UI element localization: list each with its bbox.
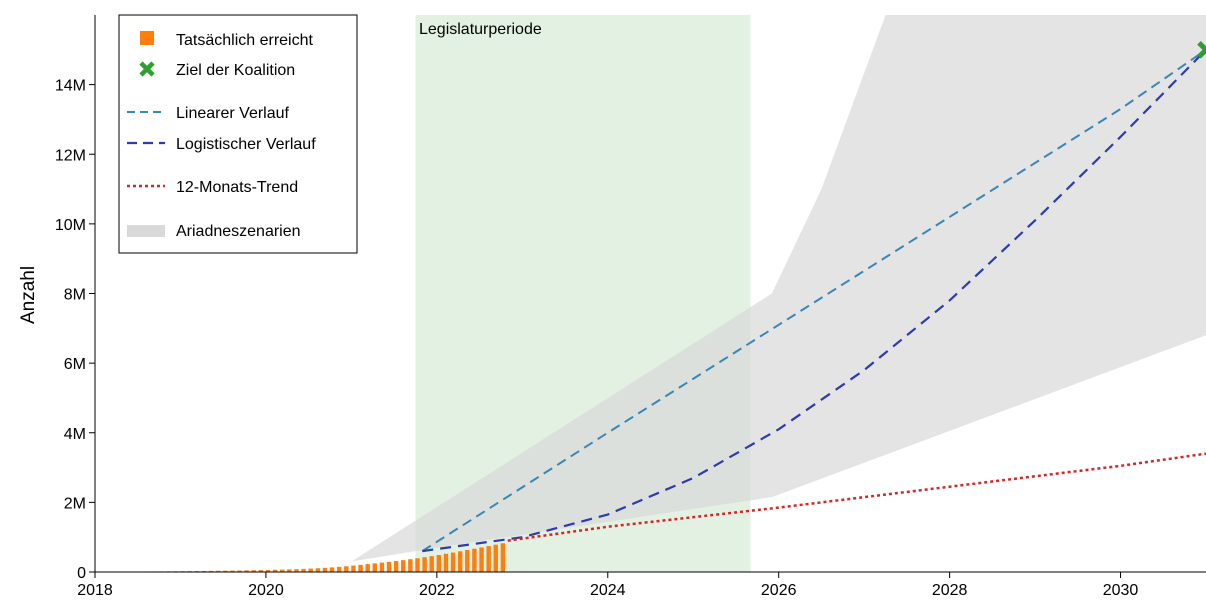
bar [358,564,363,572]
bar [486,546,491,572]
x-tick-label: 2020 [248,582,284,599]
bar [436,554,442,572]
target-marker-stroke [1197,41,1206,54]
y-tick-label: 4M [64,426,86,443]
x-tick-label: 2026 [761,582,797,599]
scenario-band-group [351,15,1206,562]
bar [201,570,207,572]
legend-x-stroke [139,61,155,77]
legend-label-trend: 12-Monats-Trend [176,179,298,196]
bar [237,570,242,572]
bar [329,567,335,572]
x-tick-label: 2028 [932,582,968,599]
bar [479,547,484,572]
bar [244,570,249,572]
bar [287,569,292,572]
y-tick-label: 0 [77,565,86,582]
projection-lines-group [421,48,1206,553]
bar [443,553,449,572]
bar [215,570,221,572]
legend-label-linear: Linearer Verlauf [176,105,290,122]
legend-item-scenarios: Ariadneszenarien [127,223,301,240]
bar [422,557,427,572]
bar [372,563,377,572]
bar [351,565,356,572]
legend-square-icon [140,31,154,45]
bar [365,564,370,572]
y-tick-label: 12M [55,147,86,164]
bar [457,551,463,572]
scenario-band [351,15,1206,562]
bar [393,561,399,572]
bar [379,562,385,572]
y-axis-title: Anzahl [18,266,39,324]
legend-label-actual: Tatsächlich erreicht [176,32,314,49]
logistic-line [422,49,1206,553]
bar [230,570,235,572]
y-tick-label: 10M [55,217,86,234]
legend-item-trend: 12-Monats-Trend [127,179,298,196]
actual-bars-group [95,543,506,572]
legend-item-actual: Tatsächlich erreicht [140,31,314,49]
y-tick-label: 8M [64,287,86,304]
legend-band-icon [127,225,165,237]
target-marker-group [1197,41,1206,59]
x-tick-label: 2030 [1103,582,1139,599]
bar [386,561,392,572]
legend-item-logistic: Logistischer Verlauf [127,136,316,153]
bar [315,568,321,572]
bar [465,550,470,572]
linear-line [421,48,1206,552]
x-tick-label: 2018 [77,582,113,599]
bar [401,560,406,572]
legend-frame [118,14,358,254]
bar [322,567,328,572]
bar [344,566,349,572]
target-marker-stroke [1197,46,1206,59]
axes-group: 0 2M 4M 6M 8M 10M 12M 14M 2018 2020 2022 2024 2026 20… [55,15,1206,599]
bar [429,556,434,572]
bar [258,570,264,572]
x-tick-label: 2024 [590,582,626,599]
bar [265,569,271,572]
bar [472,548,477,572]
legend-label-scenarios: Ariadneszenarien [176,223,301,240]
bar [223,570,228,572]
legend-item-target: Ziel der Koalition [139,61,295,79]
bar [415,558,420,572]
bar [500,543,506,572]
legend-item-linear: Linearer Verlauf [127,105,290,122]
bar [280,569,285,572]
bar [493,544,498,572]
bar [208,570,214,572]
bar [308,568,313,572]
bar [336,566,342,572]
legend-x-marker-icon [139,61,155,77]
bar [272,569,278,572]
bar [294,569,299,572]
bar [251,570,256,572]
y-tick-label: 6M [64,356,86,373]
bar [301,568,306,572]
x-tick-label: 2022 [419,582,455,599]
legend-label-target: Ziel der Koalition [176,62,295,79]
bar [408,559,413,572]
legend-label-logistic: Logistischer Verlauf [176,136,316,153]
y-tick-label: 14M [55,78,86,95]
period-band-label: Legislaturperiode [419,21,542,38]
trend-line [507,452,1206,542]
bar [450,552,456,572]
y-tick-label: 2M [64,495,86,512]
legend: Tatsächlich erreicht Ziel der Koalition … [118,14,358,254]
